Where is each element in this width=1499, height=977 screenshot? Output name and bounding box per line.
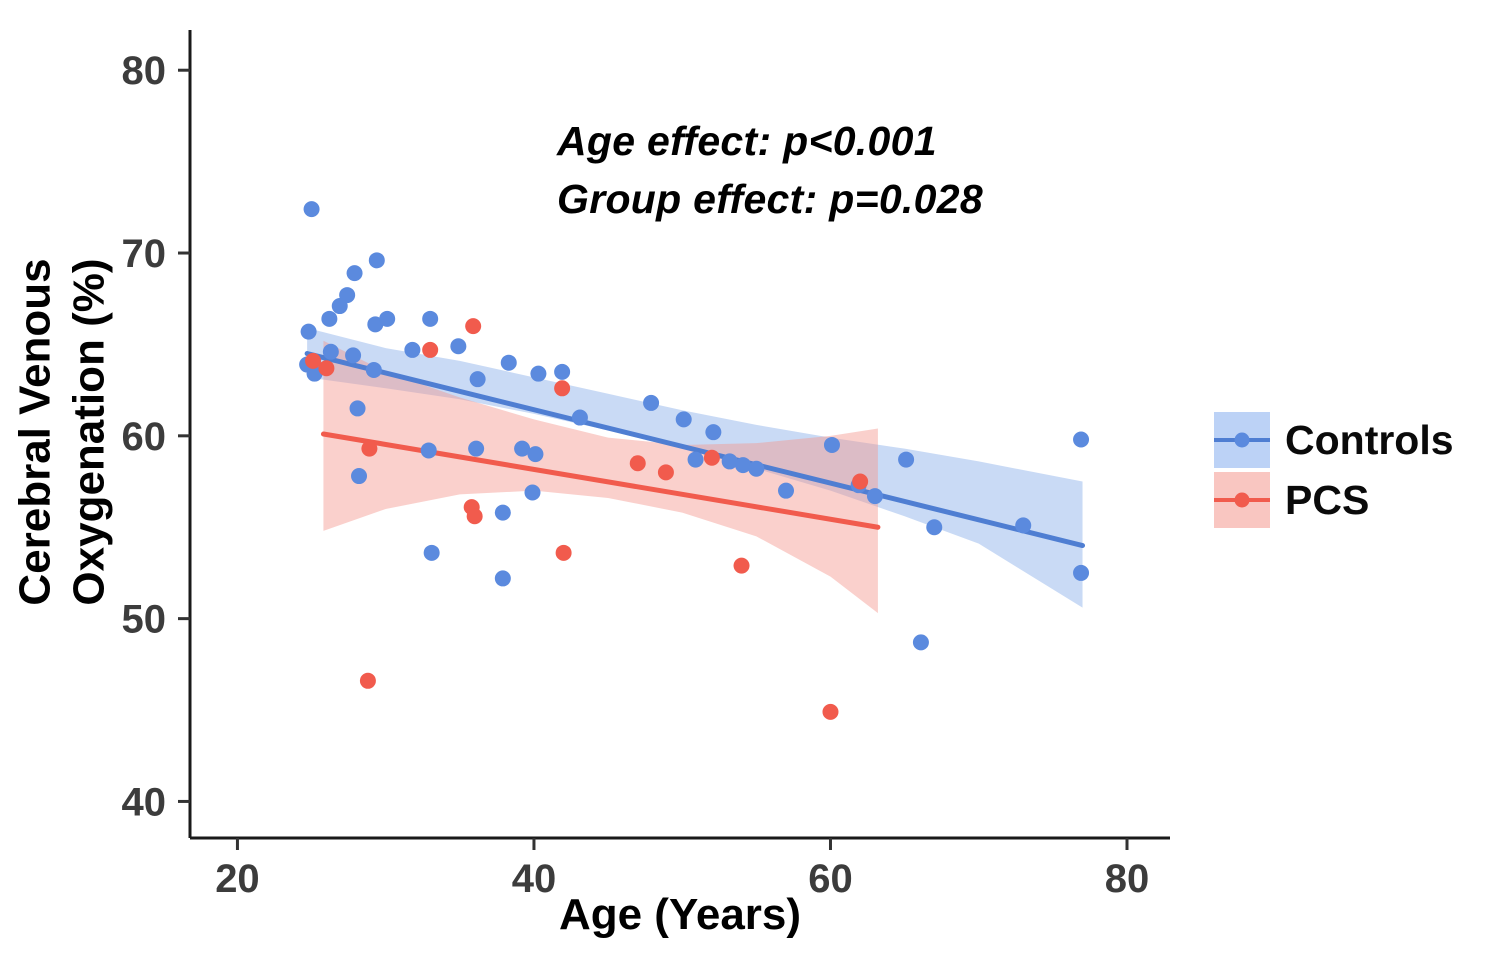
data-point-pcs (422, 341, 439, 358)
data-point-controls (494, 570, 511, 587)
legend-entry-controls: Controls (1214, 412, 1454, 468)
legend-label-controls: Controls (1285, 416, 1454, 463)
data-point-controls (404, 341, 421, 358)
data-point-pcs (852, 473, 869, 490)
data-point-controls (524, 484, 541, 501)
data-point-controls (687, 451, 704, 468)
data-point-pcs (657, 464, 674, 481)
data-point-controls (823, 436, 840, 453)
x-tick-label: 60 (808, 857, 853, 901)
data-point-controls (368, 252, 385, 269)
data-point-pcs (822, 703, 839, 720)
data-point-controls (705, 424, 722, 441)
annotation-group-effect: Group effect: p=0.028 (557, 176, 983, 223)
data-point-pcs (466, 508, 483, 525)
legend: Controls PCS (1214, 412, 1454, 528)
legend-key-dot (1234, 432, 1250, 448)
data-point-controls (571, 409, 588, 426)
legend-entry-pcs: PCS (1214, 472, 1454, 528)
data-point-controls (420, 442, 437, 459)
legend-key-pcs (1214, 472, 1270, 528)
data-point-controls (898, 451, 915, 468)
data-point-controls (1073, 564, 1090, 581)
y-tick-label: 50 (122, 598, 167, 642)
data-point-controls (554, 363, 571, 380)
y-tick-label: 70 (122, 232, 167, 276)
data-point-controls (866, 488, 883, 505)
data-point-pcs (554, 380, 571, 397)
data-point-controls (349, 400, 366, 417)
x-axis-title: Age (Years) (558, 890, 802, 939)
data-point-pcs (733, 557, 750, 574)
data-point-pcs (318, 360, 335, 377)
pcs-confidence-band (323, 340, 878, 614)
data-point-controls (912, 634, 929, 651)
data-point-controls (926, 519, 943, 536)
controls-confidence-band (307, 327, 1083, 608)
data-point-controls (450, 338, 467, 355)
y-tick-label: 40 (122, 780, 167, 824)
data-point-controls (346, 265, 363, 282)
data-point-pcs (703, 449, 720, 466)
annotation-text: Age effect: p<0.001 Group effect: p=0.02… (557, 112, 983, 228)
data-point-controls (321, 310, 338, 327)
x-tick-label: 40 (512, 857, 557, 901)
data-point-controls (469, 371, 486, 388)
data-point-controls (643, 394, 660, 411)
legend-key-controls (1214, 412, 1270, 468)
pcs-trend-line (320, 431, 881, 530)
y-axis-title: Cerebral Venous Oxygenation (%) (10, 258, 113, 606)
data-point-controls (721, 453, 738, 470)
data-point-controls (494, 504, 511, 521)
data-point-controls (345, 347, 362, 364)
data-point-controls (514, 440, 531, 457)
data-point-pcs (305, 352, 322, 369)
data-point-controls (675, 411, 692, 428)
data-point-controls (322, 343, 339, 360)
y-tick-label: 60 (122, 415, 167, 459)
data-point-controls (331, 298, 348, 315)
data-point-controls (527, 446, 544, 463)
data-point-pcs (361, 440, 378, 457)
controls-trend-line (304, 351, 1086, 549)
legend-key-dot (1234, 492, 1250, 508)
data-point-controls (351, 468, 368, 485)
data-point-controls (530, 365, 547, 382)
data-point-controls (303, 201, 320, 218)
x-tick-label: 80 (1105, 857, 1150, 901)
data-point-controls (1015, 517, 1032, 534)
x-tick-label: 20 (215, 857, 260, 901)
data-point-controls (778, 482, 795, 499)
data-point-controls (735, 457, 752, 474)
data-point-controls (748, 460, 765, 477)
data-point-pcs (555, 544, 572, 561)
data-point-pcs (629, 455, 646, 472)
data-point-controls (1073, 431, 1090, 448)
data-point-controls (422, 310, 439, 327)
legend-label-pcs: PCS (1285, 476, 1370, 523)
data-point-controls (468, 440, 485, 457)
data-point-controls (500, 354, 517, 371)
data-point-controls (300, 323, 317, 340)
data-point-controls (423, 544, 440, 561)
y-tick-label: 80 (122, 49, 167, 93)
data-point-controls (365, 362, 382, 379)
data-point-pcs (465, 318, 482, 335)
data-point-pcs (359, 672, 376, 689)
data-point-controls (379, 310, 396, 327)
annotation-age-effect: Age effect: p<0.001 (557, 118, 937, 164)
